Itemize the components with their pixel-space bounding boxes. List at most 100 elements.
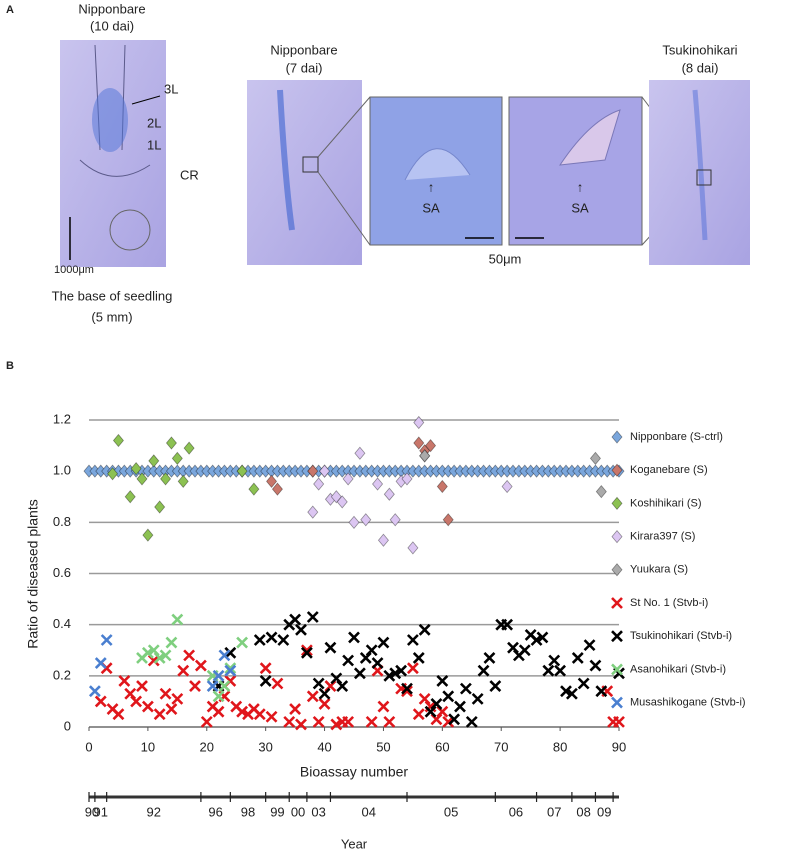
y-tick-label: 0 (64, 718, 71, 733)
y-tick-label: 1.0 (53, 463, 71, 478)
x-tick-label: 20 (200, 739, 214, 754)
cross-marker (489, 680, 502, 692)
cross-marker (318, 687, 331, 700)
leaf-label: 2L (147, 115, 161, 130)
diamond-marker (419, 449, 431, 463)
cross-marker (536, 631, 549, 644)
legend-label: Nipponbare (S-ctrl) (630, 431, 723, 443)
diamond-marker (436, 479, 448, 494)
diamond-marker (160, 472, 172, 486)
cross-marker (194, 659, 207, 672)
cross-marker (253, 708, 266, 721)
y-tick-label: 0.4 (53, 616, 71, 631)
stain (277, 89, 295, 231)
meristem (404, 148, 471, 181)
x-tick-label: 40 (317, 739, 331, 754)
cross-marker (442, 690, 455, 703)
cross-marker (94, 657, 107, 669)
cross-marker (454, 700, 466, 713)
zoom-line (317, 96, 371, 158)
diamond-marker (177, 474, 189, 489)
diamond-marker (330, 490, 342, 504)
stain (692, 89, 708, 241)
cross-marker (265, 631, 278, 644)
diamond-marker (307, 464, 319, 478)
year-label: 07 (547, 804, 561, 819)
cross-marker (171, 692, 184, 705)
cross-marker (365, 644, 378, 657)
x-tick-label: 10 (141, 739, 155, 754)
x-tick-label: 50 (376, 739, 390, 754)
cross-marker (159, 649, 172, 662)
legend-marker (611, 463, 623, 477)
caption: (5 mm) (91, 309, 132, 324)
stain (92, 88, 128, 152)
cross-marker (224, 664, 237, 677)
legend-label: Tsukinohikari (Stvb-i) (630, 630, 732, 642)
legend-label: St No. 1 (Stvb-i) (630, 597, 708, 609)
cross-marker (571, 652, 584, 664)
diamond-marker (266, 474, 278, 489)
diamond-marker (336, 495, 348, 509)
cross-marker (171, 613, 184, 626)
cross-marker (177, 664, 190, 677)
diamond-marker (372, 477, 384, 491)
image-title: (7 dai) (286, 60, 323, 75)
cross-marker (406, 634, 419, 646)
cross-marker (430, 698, 443, 710)
cross-marker (342, 715, 355, 728)
diamond-marker (313, 477, 325, 491)
cross-marker (348, 631, 360, 644)
year-label: 00 (291, 804, 305, 819)
diamond-marker (348, 515, 360, 529)
pointer (131, 95, 161, 105)
cross-marker (501, 618, 514, 631)
y-tick-label: 0.8 (53, 514, 71, 529)
cross-marker (253, 634, 266, 646)
year-label: 91 (94, 804, 108, 819)
cross-marker (412, 708, 425, 721)
cross-marker (336, 680, 349, 692)
cross-marker (300, 644, 313, 657)
cross-marker (118, 675, 131, 687)
micrograph (60, 40, 166, 267)
year-label: 90 (85, 804, 99, 819)
x-tick-label: 70 (494, 739, 508, 754)
year-label: 04 (361, 804, 375, 819)
legend-marker (611, 529, 623, 544)
diamond-marker (413, 436, 425, 450)
image-title: Nipponbare (270, 42, 337, 57)
cross-marker (542, 664, 555, 677)
cross-marker (295, 623, 307, 636)
cross-marker (548, 654, 561, 667)
cross-marker (459, 682, 472, 695)
diamond-marker (501, 479, 513, 494)
diamond-marker (589, 451, 601, 465)
cross-marker (312, 677, 325, 690)
cross-marker (518, 644, 531, 657)
cross-marker (371, 657, 384, 669)
diamond-marker (401, 472, 413, 486)
legend-marker (611, 597, 623, 609)
cross-marker (589, 659, 602, 672)
cross-marker (206, 680, 219, 692)
legend-marker (611, 663, 623, 676)
year-label: 06 (509, 804, 523, 819)
diamond-marker (107, 467, 119, 481)
cross-marker (383, 715, 396, 728)
cross-marker (271, 677, 284, 690)
cross-marker (577, 677, 590, 690)
x-tick-label: 90 (612, 739, 626, 754)
legend-label: Koganebare (S) (630, 464, 708, 476)
diamond-marker (383, 487, 395, 501)
cross-marker (159, 687, 172, 700)
zoom-line (317, 171, 371, 246)
diamond-marker (271, 482, 283, 496)
cross-marker (436, 675, 449, 687)
cross-marker (283, 715, 296, 728)
cross-marker (165, 636, 178, 649)
cross-marker (218, 649, 231, 662)
legend-label: Yuukara (S) (630, 564, 688, 576)
cross-marker (401, 685, 413, 698)
image-title: Tsukinohikari (662, 42, 737, 57)
